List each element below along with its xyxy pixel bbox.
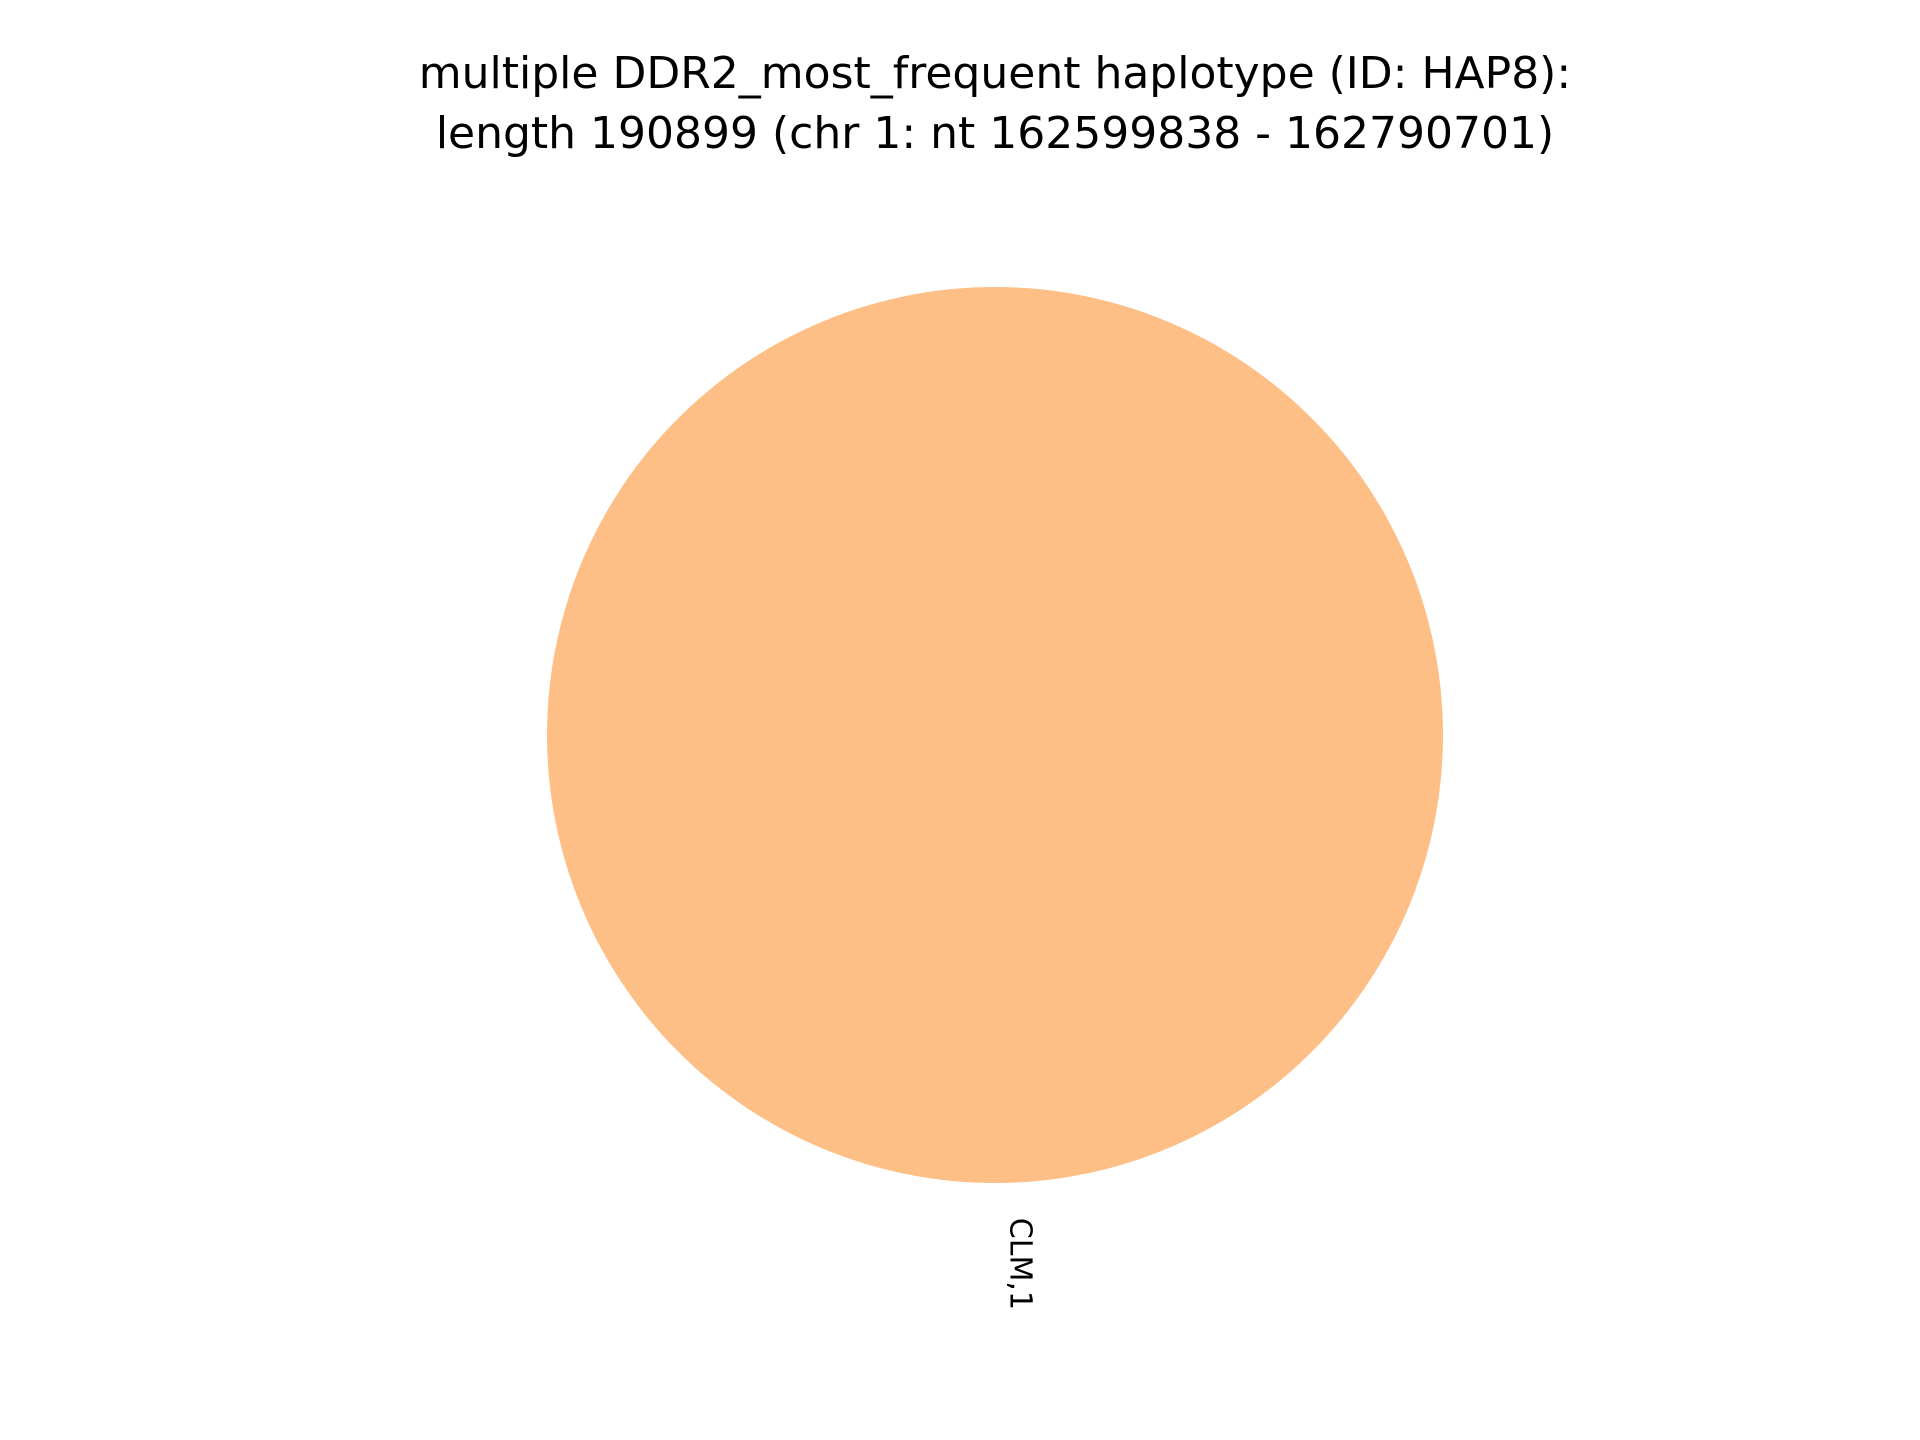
pie-slice-label: CLM,1 xyxy=(1003,1218,1038,1310)
pie-slices xyxy=(547,287,1443,1183)
pie-labels: CLM,1 xyxy=(1003,1218,1038,1310)
pie-slice xyxy=(547,287,1443,1183)
chart-title-line-1: multiple DDR2_most_frequent haplotype (I… xyxy=(418,48,1572,99)
chart-title-line-2: length 190899 (chr 1: nt 162599838 - 162… xyxy=(435,108,1555,159)
